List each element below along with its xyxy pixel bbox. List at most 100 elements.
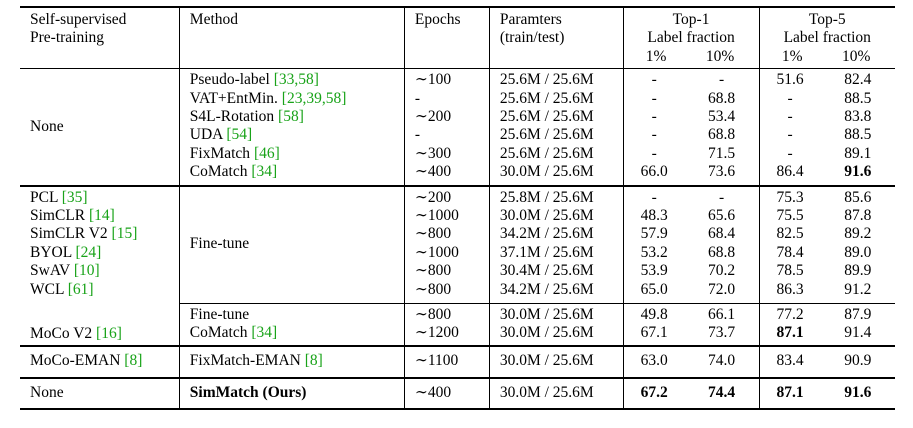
method-cell: FixMatch [46] (178, 144, 405, 164)
top1-1pct-cell: 57.9 (622, 225, 685, 244)
params-cell: 30.0M / 25.6M (488, 376, 624, 411)
top1-1pct-cell: - (622, 68, 685, 90)
epochs-cell: ∼300 (403, 144, 490, 164)
top5-10pct-cell: 90.9 (820, 345, 895, 378)
citation[interactable]: [46] (253, 144, 280, 162)
params-cell: 34.2M / 25.6M (488, 225, 624, 244)
top5-10pct-cell: 91.6 (820, 376, 895, 411)
epochs-cell: ∼400 (403, 163, 490, 186)
method-cell: CoMatch [34] (178, 324, 405, 347)
top5-1pct-cell: 77.2 (758, 302, 821, 324)
citation[interactable]: [34] (251, 163, 278, 181)
top5-10pct-cell: 89.0 (844, 243, 872, 261)
method-cell: CoMatch [34] (178, 163, 405, 186)
top1-10pct-cell: 72.0 (708, 280, 736, 298)
citation[interactable]: [8] (124, 352, 143, 370)
params-cell: 25.6M / 25.6M (488, 126, 624, 145)
header-top5-10pct: 10% (842, 47, 871, 65)
top1-1pct-cell: - (622, 144, 685, 164)
table-row: CoMatch [34] ∼1200 30.0M / 25.6M 67.1 73… (20, 324, 895, 347)
pretrain-cell: MoCo-EMAN [8] (20, 345, 180, 378)
table-row: CoMatch [34] ∼400 30.0M / 25.6M 66.0 73.… (20, 163, 895, 186)
epochs-cell: ∼200 (403, 108, 490, 127)
top5-1pct-cell: - (758, 108, 821, 127)
top5-1pct-cell: 51.6 (758, 68, 821, 90)
epochs-cell: ∼1000 (403, 243, 490, 263)
top5-1pct-cell: 86.3 (758, 280, 821, 304)
params-cell: 25.6M / 25.6M (488, 68, 624, 90)
pretrain-cell: MoCo V2 [16] (30, 325, 122, 342)
top1-10pct-cell: 68.8 (708, 243, 736, 261)
citation[interactable]: [10] (73, 262, 100, 280)
pretrain-cell: BYOL [24] (30, 243, 102, 261)
top1-1pct-cell: - (622, 89, 685, 109)
top1-10pct-cell: 65.6 (708, 207, 736, 225)
params-cell: 25.8M / 25.6M (488, 184, 624, 208)
epochs-cell: ∼400 (403, 376, 490, 411)
pretrain-cell: None (20, 376, 180, 411)
citation[interactable]: [61] (67, 280, 94, 298)
table-row: PCL [35] Fine-tune ∼200 25.8M / 25.6M - … (20, 184, 895, 304)
epochs-cell: ∼800 (403, 262, 490, 281)
pretrain-cell: SimCLR [14] (30, 207, 115, 225)
top5-10pct-cell: 89.9 (844, 262, 872, 280)
citation[interactable]: [23,39,58] (281, 89, 347, 107)
citation[interactable]: [8] (304, 352, 323, 370)
table-row: MoCo V2 [16] Fine-tune ∼800 30.0M / 25.6… (20, 302, 895, 342)
header-epochs: Epochs (403, 6, 490, 69)
top1-10pct-cell: 74.0 (684, 345, 760, 378)
top1-10pct-cell: 68.8 (708, 89, 736, 107)
top1-1pct-cell: 63.0 (622, 345, 685, 378)
top5-10pct-cell: 91.6 (844, 163, 872, 181)
top5-10pct-cell: 89.1 (844, 144, 872, 162)
top5-1pct-cell: 87.1 (758, 376, 821, 411)
citation[interactable]: [33,58] (273, 71, 319, 89)
header-top1-10pct: 10% (705, 47, 735, 65)
top1-10pct-cell: 66.1 (684, 302, 760, 324)
top1-10pct-cell: 68.8 (708, 126, 736, 144)
top5-1pct-cell: - (758, 89, 821, 109)
top5-10pct-cell: 88.5 (844, 89, 872, 107)
epochs-cell: - (403, 89, 490, 109)
top5-10pct-cell: 88.5 (844, 126, 872, 144)
method-cell: Pseudo-label [33,58] (178, 68, 405, 90)
top1-10pct-cell: 74.4 (684, 376, 760, 411)
params-cell: 30.0M / 25.6M (488, 302, 624, 324)
table-row: FixMatch [46] ∼300 25.6M / 25.6M - 71.5 … (20, 144, 895, 164)
params-cell: 30.0M / 25.6M (488, 163, 624, 186)
epochs-cell: ∼800 (403, 302, 490, 324)
epochs-cell: ∼1000 (403, 207, 490, 226)
citation[interactable]: [34] (251, 324, 278, 341)
top5-1pct-cell: - (758, 126, 821, 145)
table-row: None Pseudo-label [33,58] ∼100 25.6M / 2… (20, 68, 895, 186)
top5-10pct-cell: 87.9 (820, 302, 895, 324)
header-top5-1pct: 1% (781, 47, 803, 65)
table-row: VAT+EntMin. [23,39,58] - 25.6M / 25.6M -… (20, 89, 895, 109)
citation[interactable]: [15] (111, 225, 138, 243)
params-cell: 37.1M / 25.6M (488, 243, 624, 263)
top5-1pct-cell: 82.5 (758, 225, 821, 244)
citation[interactable]: [35] (61, 188, 88, 206)
citation[interactable]: [54] (226, 126, 253, 144)
top5-1pct-cell: 86.4 (758, 163, 821, 186)
citation[interactable]: [16] (96, 325, 122, 342)
top5-1pct-cell: 75.5 (758, 207, 821, 226)
pretrain-cell: PCL [35] (20, 184, 180, 208)
header-method: Method (178, 6, 405, 69)
top1-10pct-cell: 73.6 (708, 163, 736, 181)
citation[interactable]: [14] (89, 207, 115, 225)
top1-10pct-cell: - (684, 184, 760, 208)
method-cell: FixMatch-EMAN [8] (178, 345, 405, 378)
table-row: S4L-Rotation [58] ∼200 25.6M / 25.6M - 5… (20, 108, 895, 127)
pretrain-cell: SimCLR V2 [15] (30, 225, 138, 243)
top5-10pct-cell: 91.4 (844, 324, 872, 341)
table-row: UDA [54] - 25.6M / 25.6M - 68.8 - 88.5 (20, 126, 895, 145)
top1-1pct-cell: 65.0 (622, 280, 685, 304)
table-row: MoCo-EMAN [8] FixMatch-EMAN [8] ∼1100 30… (20, 345, 895, 378)
citation[interactable]: [24] (75, 243, 102, 261)
top5-10pct-cell: 85.6 (820, 184, 895, 208)
params-cell: 30.0M / 25.6M (488, 324, 624, 347)
params-cell: 30.0M / 25.6M (488, 207, 624, 226)
top1-1pct-cell: 49.8 (622, 302, 685, 324)
citation[interactable]: [58] (278, 108, 304, 126)
